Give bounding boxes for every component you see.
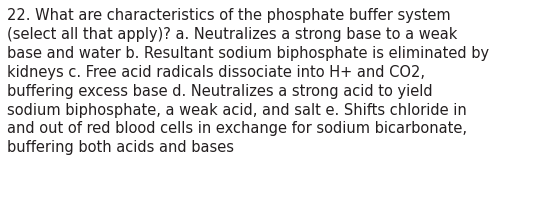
Text: 22. What are characteristics of the phosphate buffer system
(select all that app: 22. What are characteristics of the phos…: [7, 8, 489, 155]
